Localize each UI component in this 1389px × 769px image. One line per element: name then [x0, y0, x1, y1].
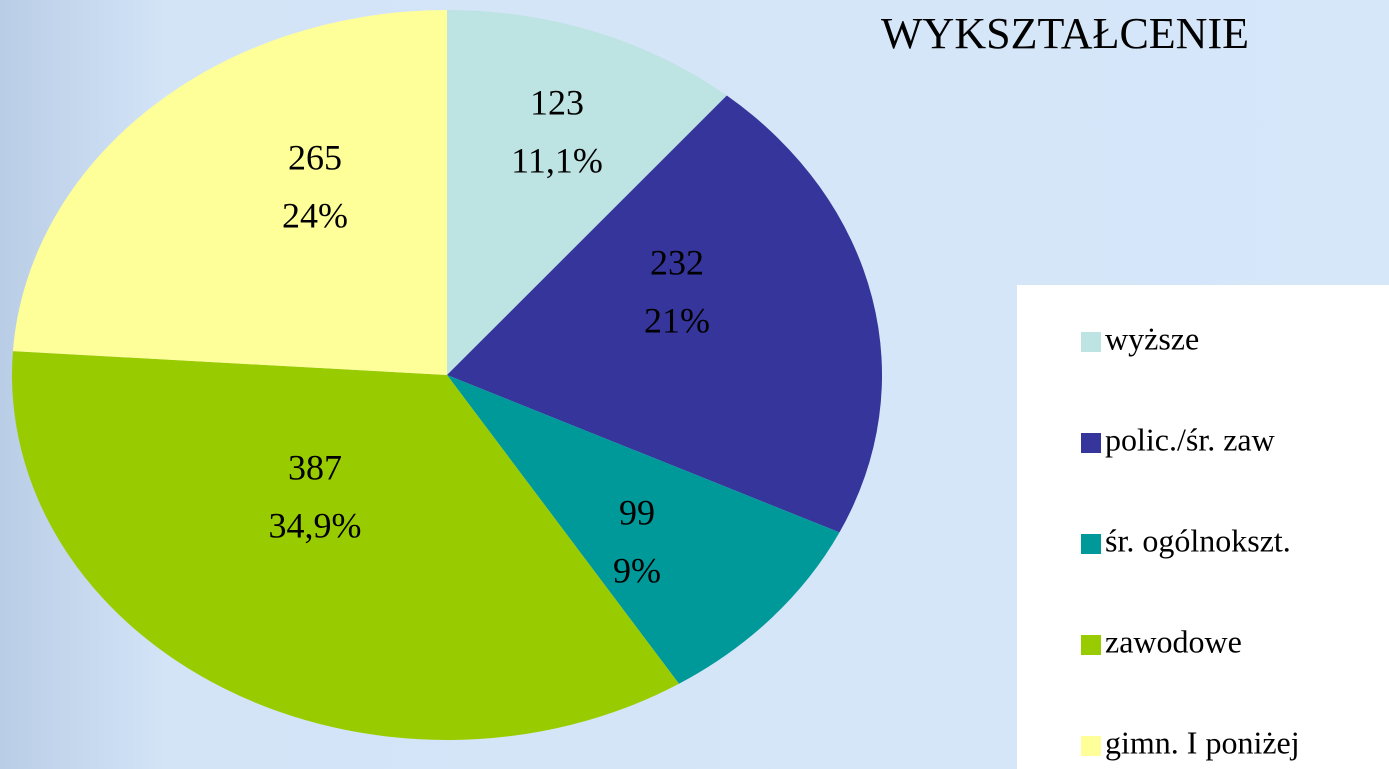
legend-swatch	[1081, 433, 1101, 453]
value-label: 99	[619, 492, 655, 532]
legend-swatch	[1081, 736, 1101, 756]
chart-title: WYKSZTAŁCENIE	[881, 9, 1249, 58]
value-label: 232	[650, 242, 704, 282]
pie-slice	[447, 10, 727, 375]
legend-swatch	[1081, 635, 1101, 655]
percentage-label: 9%	[613, 550, 661, 590]
percentage-label: 21%	[644, 300, 710, 340]
value-label: 387	[288, 447, 342, 487]
pie-slice	[11, 351, 679, 740]
pie-slice	[12, 10, 447, 375]
pie-slice	[447, 95, 882, 533]
pie-slice	[447, 375, 840, 684]
value-label: 123	[530, 82, 584, 122]
percentage-label: 11,1%	[511, 140, 603, 180]
legend-swatch	[1081, 534, 1101, 554]
legend-label: gimn. I poniżej	[1105, 724, 1300, 760]
percentage-label: 34,9%	[269, 505, 362, 545]
legend-box	[1017, 285, 1389, 769]
legend-swatch	[1081, 332, 1101, 352]
legend-label: śr. ogólnokszt.	[1105, 522, 1291, 558]
legend-label: polic./śr. zaw	[1105, 421, 1275, 457]
legend-label: wyższe	[1105, 320, 1199, 356]
value-label: 265	[288, 137, 342, 177]
percentage-label: 24%	[282, 195, 348, 235]
legend-label: zawodowe	[1105, 623, 1242, 659]
